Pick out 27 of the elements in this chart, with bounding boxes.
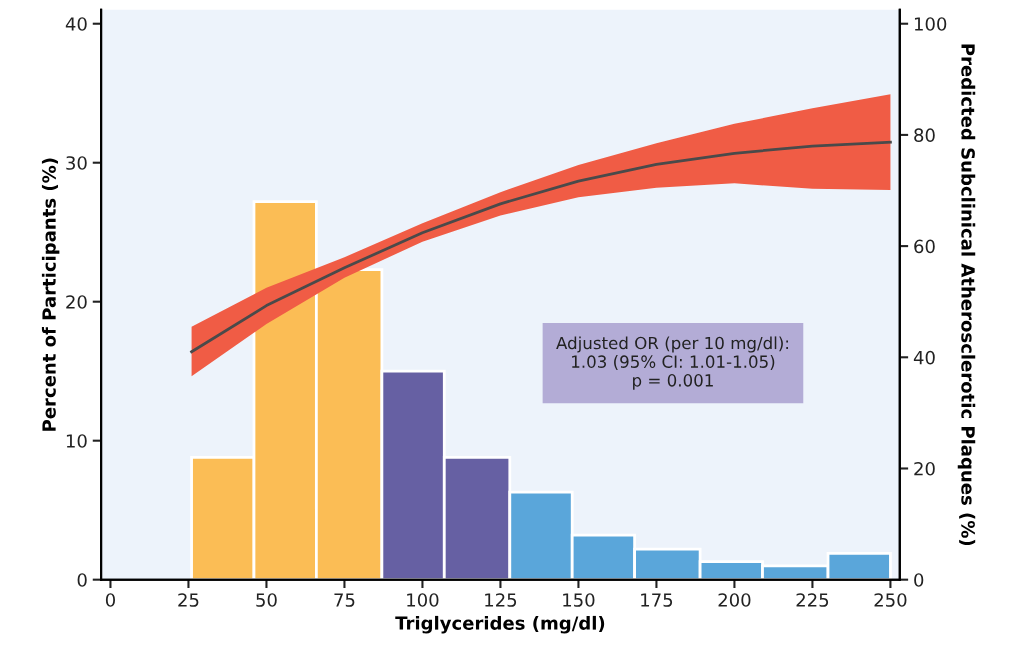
x-tick-label: 125: [485, 593, 517, 607]
x-tick-label: 225: [796, 593, 829, 607]
x-tick-label: 100: [407, 593, 439, 607]
y-tick-label: 40: [65, 17, 87, 31]
y-tick-label: 10: [66, 434, 87, 448]
x-tick-label: 150: [563, 593, 595, 607]
y-tick-label: 20: [66, 295, 87, 309]
x-tick-label: 0: [105, 593, 115, 607]
y2-tick-label: 60: [914, 239, 935, 254]
line-series: [190, 140, 892, 354]
y2-tick-label: 20: [914, 461, 935, 476]
x-tick-label: 250: [874, 593, 907, 607]
y2-tick-label: 80: [914, 128, 935, 143]
x-tick-label: 25: [178, 593, 199, 607]
x-axis-title: Triglycerides (mg/dl): [395, 615, 605, 634]
y-tick-label: 30: [66, 156, 87, 170]
x-tick-label: 50: [256, 593, 277, 607]
y2-axis-title: Predicted Subclinical Atherosclerotic Plaques (%): [957, 44, 976, 546]
x-tick-label: 75: [334, 593, 355, 607]
y2-tick-label: 100: [914, 17, 947, 31]
x-tick-label: 175: [641, 593, 673, 607]
y-tick-label: 0: [77, 573, 87, 587]
y2-tick-label: 40: [913, 350, 935, 365]
y-axis-title: Percent of Participants (%): [41, 158, 60, 431]
annotation: Adjusted OR (per 10 mg/dl): 1.03 (95% CI: 1.01-1.05) p = 0.001: [556, 336, 788, 390]
x-tick-label: 200: [718, 593, 751, 607]
y2-tick-label: 0: [914, 573, 924, 587]
